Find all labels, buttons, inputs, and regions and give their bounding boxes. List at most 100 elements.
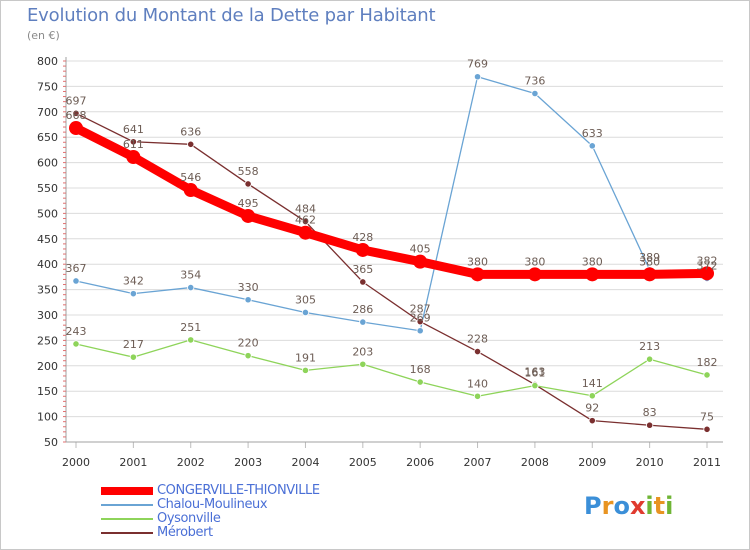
x-tick-label: 2011 — [693, 456, 721, 469]
data-label: 330 — [238, 281, 259, 294]
x-tick-label: 2005 — [349, 456, 377, 469]
data-point — [703, 371, 711, 379]
x-tick-label: 2010 — [636, 456, 664, 469]
legend-label: Mérobert — [157, 525, 213, 540]
data-label: 668 — [66, 109, 87, 122]
data-point — [359, 360, 367, 368]
data-label: 243 — [66, 325, 87, 338]
x-tick-label: 2004 — [291, 456, 319, 469]
logo-letter: o — [613, 492, 630, 520]
data-label: 141 — [582, 377, 603, 390]
y-tick-label: 200 — [37, 360, 58, 373]
data-point — [301, 366, 310, 374]
legend-label: Chalou-Moulineux — [157, 497, 268, 512]
data-point — [72, 109, 80, 117]
data-label: 380 — [467, 255, 488, 268]
data-point — [642, 267, 657, 282]
x-tick-label: 2006 — [406, 456, 434, 469]
data-point — [646, 421, 654, 429]
data-point — [531, 89, 539, 98]
data-point — [473, 392, 482, 400]
x-tick-label: 2002 — [177, 456, 205, 469]
legend-label: Oysonville — [157, 511, 221, 526]
logo-letter: P — [584, 492, 602, 520]
data-label: 203 — [352, 345, 373, 358]
data-label: 217 — [123, 338, 144, 351]
data-point — [585, 267, 600, 282]
data-label: 558 — [238, 165, 259, 178]
data-label: 372 — [697, 259, 718, 272]
data-label: 161 — [524, 367, 545, 380]
data-point — [187, 140, 195, 148]
data-label: 367 — [66, 262, 87, 275]
logo-letter: i — [665, 492, 674, 520]
series-line-chalou-moulineux — [75, 76, 708, 332]
x-tick-label: 2007 — [464, 456, 492, 469]
data-point — [241, 208, 256, 223]
data-label: 163 — [524, 366, 545, 379]
data-point — [531, 382, 539, 390]
y-tick-label: 100 — [37, 411, 58, 424]
y-tick-label: 450 — [37, 233, 58, 246]
data-point — [187, 283, 195, 292]
legend-swatch — [101, 532, 153, 534]
data-label: 484 — [295, 203, 316, 216]
data-label: 495 — [238, 197, 259, 210]
data-point — [413, 254, 428, 269]
data-label: 365 — [352, 263, 373, 276]
data-label: 641 — [123, 123, 144, 136]
data-label: 228 — [467, 333, 488, 346]
legend-label: CONGERVILLE-THIONVILLE — [157, 483, 320, 498]
series-line-oysonville — [75, 339, 708, 397]
data-point — [703, 425, 711, 433]
data-point — [473, 73, 482, 81]
data-label: 305 — [295, 293, 316, 306]
y-tick-label: 750 — [37, 80, 58, 93]
data-label: 546 — [180, 171, 201, 184]
data-label: 611 — [123, 138, 144, 151]
data-point — [187, 336, 195, 344]
legend-swatch — [101, 504, 153, 506]
data-point — [355, 242, 370, 257]
y-tick-label: 250 — [37, 334, 58, 347]
data-point — [69, 121, 83, 136]
data-point — [301, 217, 310, 226]
data-point — [244, 296, 252, 304]
legend-swatch — [101, 487, 153, 495]
logo-letter: r — [601, 492, 614, 520]
data-label: 182 — [697, 356, 718, 369]
data-point — [588, 392, 596, 400]
data-label: 251 — [180, 321, 201, 334]
data-point — [700, 266, 714, 281]
logo-letter: i — [645, 492, 654, 520]
data-point — [416, 318, 424, 326]
data-point — [244, 180, 252, 188]
data-point — [129, 353, 137, 361]
data-label: 220 — [238, 337, 259, 350]
y-tick-label: 50 — [44, 436, 58, 449]
data-label: 213 — [639, 340, 660, 353]
data-label: 382 — [697, 254, 718, 267]
x-tick-label: 2001 — [119, 456, 147, 469]
data-label: 428 — [352, 231, 373, 244]
data-point — [301, 308, 310, 317]
data-label: 269 — [410, 312, 431, 325]
x-tick-label: 2000 — [62, 456, 90, 469]
data-point — [470, 267, 485, 282]
y-tick-label: 600 — [37, 157, 58, 170]
y-tick-label: 700 — [37, 106, 58, 119]
data-label: 140 — [467, 377, 488, 390]
data-point — [588, 142, 596, 150]
x-tick-label: 2009 — [578, 456, 606, 469]
y-tick-label: 550 — [37, 182, 58, 195]
data-label: 75 — [700, 410, 714, 423]
data-point — [646, 355, 654, 363]
data-label: 168 — [410, 363, 431, 376]
data-point — [244, 352, 252, 360]
x-tick-label: 2003 — [234, 456, 262, 469]
x-tick-label: 2008 — [521, 456, 549, 469]
y-tick-label: 650 — [37, 131, 58, 144]
data-label: 286 — [352, 303, 373, 316]
data-label: 769 — [467, 58, 488, 71]
